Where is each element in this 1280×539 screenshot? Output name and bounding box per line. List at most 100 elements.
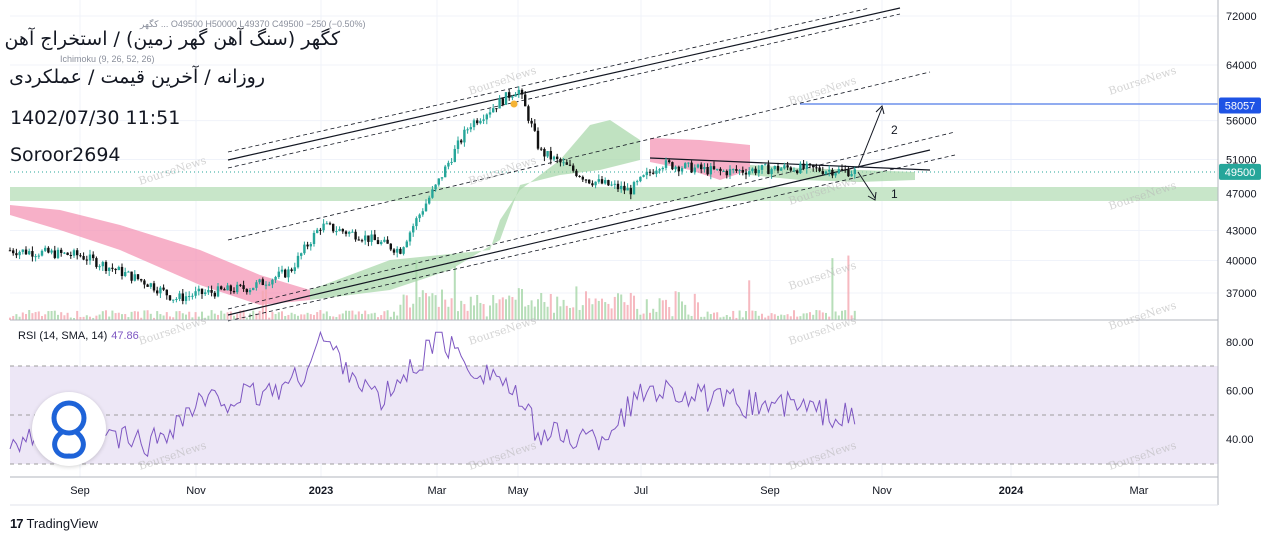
candle-body	[834, 173, 837, 176]
candle-body	[207, 289, 210, 293]
price-axis[interactable]: 37000 40000 43000 47000 51000 56000 64000 72000	[1226, 11, 1257, 300]
volume-bar	[377, 317, 379, 320]
candle-body	[552, 156, 556, 160]
volume-bar	[485, 316, 488, 320]
candle-body	[213, 292, 216, 297]
volume-bar	[12, 315, 15, 320]
candle-body	[815, 167, 818, 169]
volume-bar	[831, 258, 834, 320]
price-tick-label: 72000	[1226, 11, 1257, 23]
volume-bar	[837, 315, 840, 320]
volume-bar	[735, 317, 738, 320]
candle-body	[639, 176, 642, 182]
candle-body	[216, 286, 220, 297]
candle-body	[450, 161, 453, 163]
volume-bar	[745, 311, 747, 320]
candle-body	[642, 175, 645, 177]
ichimoku-legend: Ichimoku (9, 26, 52, 26)	[60, 54, 155, 64]
chart-title: کگهر (سنگ آهن گهر زمین) / استخراج آهن	[4, 28, 340, 50]
time-tick-label: May	[508, 485, 529, 497]
time-tick-label: Nov	[186, 485, 206, 497]
volume-bar	[492, 295, 495, 320]
candle-body	[376, 240, 380, 244]
candle-body	[764, 164, 767, 166]
candle-body	[72, 250, 76, 256]
volume-bar	[636, 308, 639, 320]
price-marker-box	[1219, 163, 1261, 180]
volume-bar	[517, 288, 520, 320]
volume-bar	[361, 313, 363, 320]
volume-bar	[773, 314, 776, 320]
candle-body	[472, 120, 476, 128]
brand-logo-badge	[32, 392, 106, 466]
candle-body	[236, 284, 239, 293]
volume-bar	[197, 316, 200, 320]
candle-body	[408, 232, 412, 242]
cloud-segment	[10, 205, 310, 305]
candle-body	[300, 253, 303, 256]
candle-body	[722, 170, 725, 172]
volume-bar	[325, 311, 328, 320]
volume-bar	[354, 314, 357, 320]
candle-body	[831, 169, 834, 176]
volume-bar	[111, 310, 114, 320]
volume-bar	[79, 317, 82, 320]
candle-body	[37, 255, 40, 257]
volume-bar	[108, 316, 111, 320]
candle-body	[776, 165, 780, 171]
volume-bar	[751, 310, 754, 320]
candle-body	[805, 163, 808, 169]
time-axis[interactable]: Sep Nov 2023 Mar May Jul Sep Nov 2024 Mar	[70, 485, 1149, 497]
volume-bar	[716, 312, 719, 320]
volume-bar	[770, 313, 773, 320]
candle-body	[50, 250, 53, 253]
candle-body	[111, 267, 114, 269]
candle-body	[796, 170, 799, 174]
volume-bar	[684, 304, 687, 320]
candle-body	[444, 166, 447, 178]
volume-bars	[9, 255, 856, 320]
volume-bar	[117, 312, 120, 320]
volume-bar	[34, 312, 37, 320]
volume-bar	[482, 304, 485, 320]
candle-body	[636, 181, 639, 183]
volume-bar	[277, 312, 280, 320]
candle-body	[188, 296, 191, 298]
volume-bar	[412, 303, 415, 320]
candle-body	[120, 266, 124, 276]
candle-body	[719, 168, 722, 172]
volume-bar	[649, 312, 651, 320]
volume-bar	[441, 289, 443, 320]
candle-body	[357, 239, 360, 241]
volume-bar	[124, 314, 127, 320]
tradingview-brand: TradingView	[26, 516, 99, 531]
candle-body	[626, 188, 629, 191]
candle-body	[840, 169, 844, 171]
candle-body	[271, 279, 274, 285]
volume-bar	[345, 310, 347, 320]
candle-body	[28, 251, 31, 255]
volume-bar	[479, 302, 482, 320]
volume-bar	[258, 310, 261, 320]
volume-bar	[338, 314, 341, 320]
volume-bar	[239, 310, 242, 320]
candle-body	[325, 223, 328, 225]
candle-body	[655, 170, 658, 174]
candle-body	[178, 293, 181, 299]
candle-body	[21, 249, 24, 252]
volume-bar	[130, 311, 133, 320]
candle-body	[588, 179, 591, 184]
volume-bar	[92, 317, 95, 320]
tradingview-logo[interactable]: 17 TradingView	[10, 516, 98, 531]
candle-body	[130, 271, 133, 281]
volume-bar	[661, 300, 664, 320]
volume-bar	[777, 315, 779, 320]
volume-bar	[188, 311, 191, 320]
volume-bar	[617, 293, 619, 320]
candle-body	[783, 165, 786, 169]
volume-bar	[57, 314, 59, 320]
volume-bar	[95, 315, 98, 320]
volume-bar	[191, 317, 194, 320]
candle-body	[597, 179, 600, 182]
